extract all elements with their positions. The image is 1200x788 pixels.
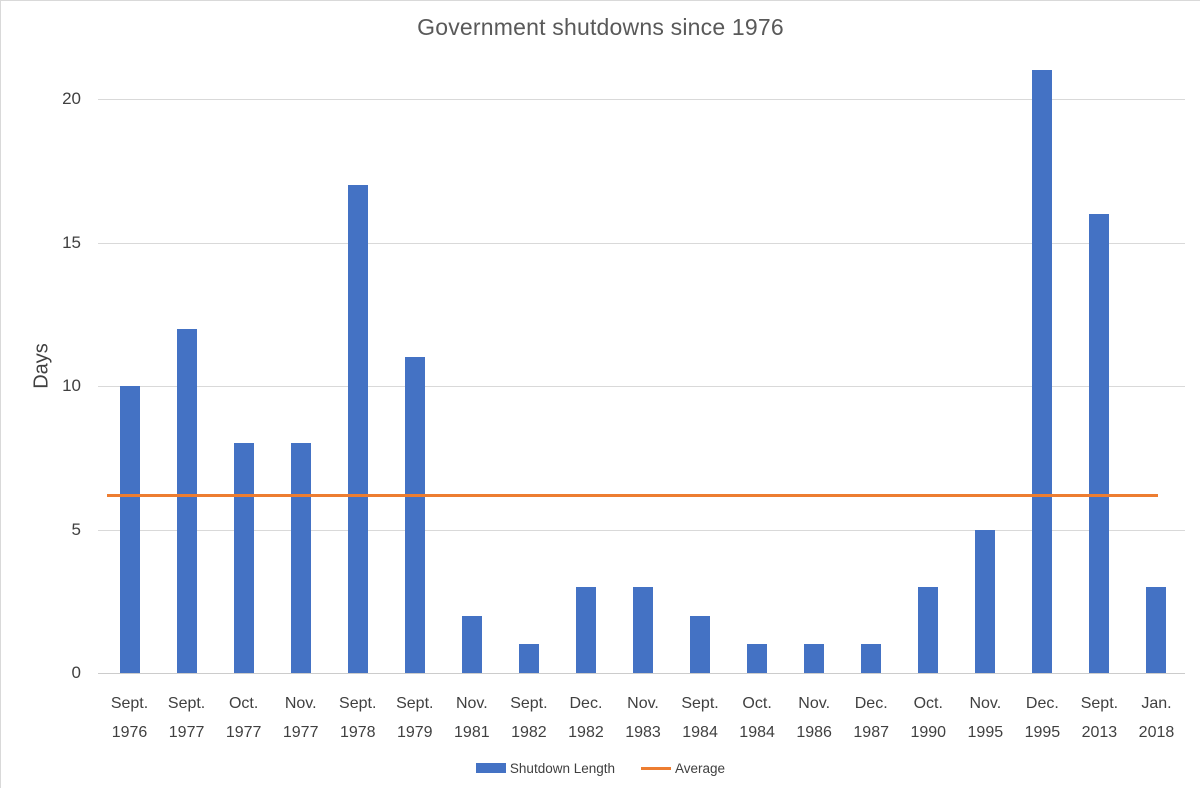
x-tick-year: 1982 <box>568 724 604 741</box>
x-tick-month: Nov. <box>627 695 659 712</box>
x-axis-tick-label: Sept. 1978 <box>318 689 398 747</box>
bar <box>404 357 425 673</box>
x-tick-month: Sept. <box>167 695 206 712</box>
bar <box>290 443 311 673</box>
gridline <box>98 242 1185 244</box>
x-tick-year: 1984 <box>739 724 775 741</box>
x-axis-tick-label: Oct. 1977 <box>204 689 284 747</box>
x-tick-month: Sept. <box>510 695 548 712</box>
x-axis-tick-label: Oct. 1984 <box>717 689 797 747</box>
x-tick-year: 1984 <box>682 724 718 741</box>
x-axis-tick-label: Nov. 1977 <box>261 689 341 747</box>
legend-item: Shutdown Length <box>475 760 616 776</box>
x-tick-month: Oct. <box>228 695 259 712</box>
x-tick-year: 1977 <box>225 724 262 741</box>
x-tick-month: Jan. <box>1141 695 1172 712</box>
x-axis-tick-label: Sept. 1979 <box>375 689 455 747</box>
bar <box>690 615 711 673</box>
x-tick-year: 1977 <box>168 724 205 741</box>
x-tick-month: Dec. <box>569 695 603 712</box>
y-axis-tick-label: 20 <box>62 89 81 108</box>
x-axis-tick-label: Sept. 1977 <box>147 689 227 747</box>
x-tick-year: 1987 <box>853 724 889 741</box>
x-tick-month: Nov. <box>455 695 488 712</box>
bar <box>575 586 596 673</box>
x-tick-month: Dec. <box>854 695 888 712</box>
gridline <box>98 529 1185 531</box>
x-tick-year: 1986 <box>796 724 832 741</box>
x-axis-tick-label: Nov. 1983 <box>603 689 683 747</box>
x-tick-year: 1979 <box>396 724 433 741</box>
gridline <box>98 386 1185 387</box>
bar <box>119 386 140 673</box>
gridline <box>98 99 1185 100</box>
x-tick-year: 1976 <box>111 724 148 741</box>
x-axis-tick-label: Dec. 1982 <box>546 689 626 747</box>
bar <box>861 644 882 673</box>
x-axis-tick-label: Jan. 2018 <box>1116 689 1196 747</box>
x-tick-month: Sept. <box>110 695 149 712</box>
bar <box>347 185 368 673</box>
x-tick-year: 1990 <box>910 724 947 741</box>
x-tick-month: Nov. <box>284 695 317 712</box>
x-tick-month: Sept. <box>681 695 719 712</box>
x-axis-tick-label: Sept. 2013 <box>1059 689 1139 747</box>
bar <box>1146 586 1167 673</box>
y-axis-tick-label: 15 <box>62 232 81 252</box>
legend-item: Average <box>641 761 725 776</box>
chart-title: Government shutdowns since 1976 <box>417 14 784 40</box>
bar <box>975 529 996 673</box>
x-axis-tick-label: Sept. 1982 <box>489 689 569 747</box>
x-tick-year: 1977 <box>282 724 319 741</box>
bar <box>461 615 482 673</box>
bar <box>633 586 653 673</box>
legend-bar-swatch <box>475 763 506 773</box>
x-tick-year: 1982 <box>511 724 547 741</box>
x-tick-year: 2018 <box>1138 724 1175 741</box>
x-tick-year: 1983 <box>625 724 661 741</box>
x-axis-tick-label: Nov. 1986 <box>774 689 854 747</box>
y-axis-tick-label: 10 <box>62 376 81 395</box>
bar <box>176 328 197 673</box>
bar <box>918 586 939 673</box>
bar <box>1089 213 1110 673</box>
legend-label: Average <box>675 760 726 776</box>
x-axis-tick-label: Dec. 1995 <box>1002 689 1082 747</box>
y-axis-tick-label: 0 <box>71 663 81 682</box>
x-axis-tick-label: Oct. 1990 <box>888 689 968 747</box>
bar <box>518 644 539 673</box>
x-tick-year: 2013 <box>1081 724 1118 741</box>
x-tick-month: Oct. <box>913 695 943 712</box>
x-tick-year: 1978 <box>339 724 376 741</box>
x-tick-month: Sept. <box>1080 695 1119 712</box>
legend-line-swatch <box>641 766 672 770</box>
x-axis-tick-label: Sept. 1976 <box>90 689 170 747</box>
x-tick-year: 1995 <box>1024 724 1061 741</box>
bar <box>1032 70 1053 673</box>
x-tick-month: Nov. <box>798 695 831 712</box>
bar <box>233 443 254 673</box>
bar <box>747 644 768 673</box>
x-axis-tick-label: Nov. 1981 <box>432 689 512 747</box>
x-tick-year: 1981 <box>454 724 490 741</box>
x-tick-month: Sept. <box>339 695 377 712</box>
x-tick-month: Dec. <box>1025 695 1059 712</box>
legend: Shutdown Length Average <box>1 756 1200 780</box>
x-tick-month: Nov. <box>969 695 1002 712</box>
x-tick-month: Oct. <box>742 695 772 712</box>
x-axis-tick-label: Nov. 1995 <box>945 689 1025 747</box>
average-line <box>107 493 1158 497</box>
x-axis-tick-label: Dec. 1987 <box>831 689 911 747</box>
x-tick-month: Sept. <box>396 695 434 712</box>
x-axis-line <box>98 673 1185 674</box>
y-axis-tick-label: 5 <box>71 519 81 539</box>
bar <box>804 644 825 673</box>
x-tick-year: 1995 <box>967 724 1004 741</box>
legend-label: Shutdown Length <box>509 760 616 776</box>
x-axis-tick-label: Sept. 1984 <box>660 689 740 747</box>
